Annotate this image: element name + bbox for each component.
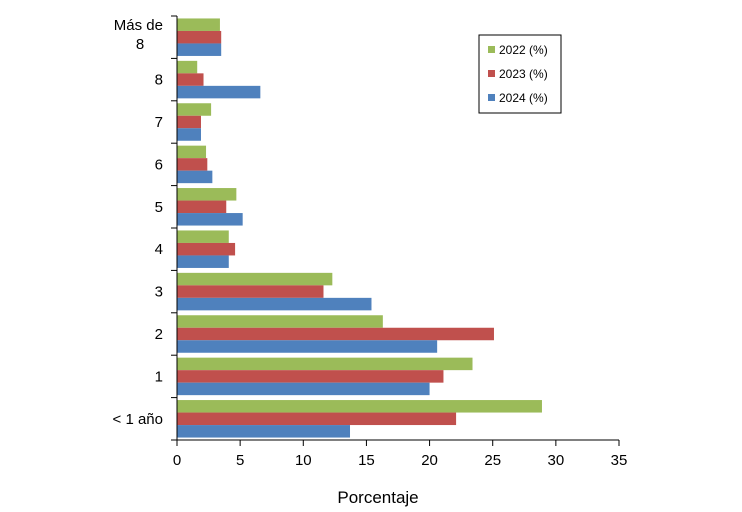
y-tick-label: 2 <box>155 326 163 343</box>
bar-2023--6 <box>177 285 324 298</box>
bar-2024--0 <box>177 43 222 56</box>
legend-swatch-1 <box>488 70 495 77</box>
bar-2023--7 <box>177 327 494 341</box>
bar-2023--9 <box>177 412 457 426</box>
bar-2023--8 <box>177 370 444 383</box>
legend-swatch-2 <box>488 94 495 101</box>
bar-2024--6 <box>177 297 372 311</box>
bars-group <box>177 18 542 438</box>
y-tick-label: 6 <box>155 156 163 173</box>
bar-2023--5 <box>177 242 236 256</box>
bar-2022--0 <box>177 18 220 31</box>
bar-2023--3 <box>177 158 208 171</box>
legend-swatch-0 <box>488 46 495 53</box>
y-tick-label: 5 <box>155 199 163 216</box>
bar-2022--3 <box>177 145 207 159</box>
y-tick-label: 8 <box>155 72 163 89</box>
bar-2023--4 <box>177 200 227 214</box>
x-tick-label: 15 <box>358 452 375 469</box>
bar-2022--4 <box>177 188 237 201</box>
bar-2024--2 <box>177 128 201 141</box>
bar-2023--2 <box>177 115 201 129</box>
x-tick-label: 35 <box>611 452 628 469</box>
y-tick-label: Más de 8 <box>114 17 163 53</box>
bar-2024--1 <box>177 85 261 99</box>
bar-2022--9 <box>177 400 542 413</box>
bar-2022--5 <box>177 230 229 243</box>
bar-2023--1 <box>177 73 204 86</box>
x-tick-label: 30 <box>548 452 565 469</box>
legend-label-1: 2023 (%) <box>499 67 548 81</box>
y-tick-label: 7 <box>155 114 163 131</box>
x-tick-label: 25 <box>484 452 501 469</box>
x-tick-label: 10 <box>295 452 312 469</box>
x-axis-title: Porcentaje <box>337 488 418 507</box>
bar-2022--1 <box>177 60 198 74</box>
legend: 2022 (%) 2023 (%) 2024 (%) <box>478 34 562 114</box>
bar-2023--0 <box>177 30 222 44</box>
bar-2024--8 <box>177 382 430 396</box>
legend-label-0: 2022 (%) <box>499 43 548 57</box>
bar-2022--6 <box>177 272 333 286</box>
bar-2024--7 <box>177 340 438 353</box>
x-tick-label: 0 <box>173 452 181 469</box>
x-tick-label: 20 <box>421 452 438 469</box>
x-tick-label: 5 <box>236 452 244 469</box>
bar-2024--4 <box>177 213 243 226</box>
bar-2024--3 <box>177 170 213 184</box>
axes-group: 0 5 10 15 20 25 30 35 Más de 8 8 7 6 5 4 3 2 1 < 1 año <box>113 15 628 469</box>
y-tick-label: 4 <box>155 241 163 258</box>
bar-2022--2 <box>177 103 212 116</box>
y-tick-label: < 1 año <box>113 411 163 428</box>
bar-2024--9 <box>177 425 351 438</box>
bar-2022--7 <box>177 315 383 328</box>
legend-label-2: 2024 (%) <box>499 91 548 105</box>
bar-2022--8 <box>177 357 473 371</box>
y-tick-label: 1 <box>155 368 163 385</box>
bar-2024--5 <box>177 255 229 268</box>
y-tick-label: 3 <box>155 284 163 301</box>
